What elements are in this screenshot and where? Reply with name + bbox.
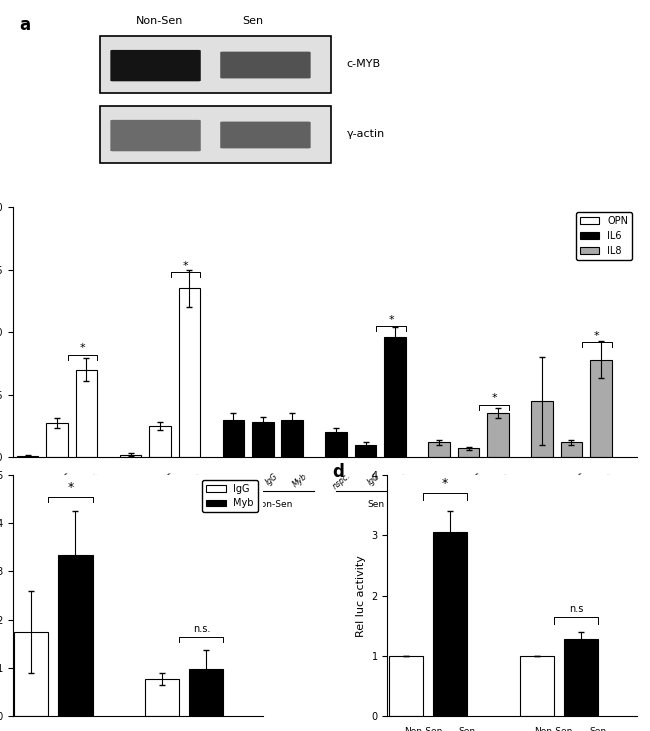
Text: nspc.: nspc. — [434, 471, 456, 491]
Text: IgG: IgG — [58, 471, 73, 487]
Bar — [281, 420, 303, 457]
Text: IgG: IgG — [161, 471, 177, 487]
Bar — [487, 414, 509, 457]
Text: nspc.: nspc. — [23, 471, 44, 491]
Text: c-MYB: c-MYB — [347, 59, 381, 69]
Text: *: * — [491, 393, 497, 404]
Bar — [58, 555, 92, 716]
Text: *: * — [388, 314, 394, 325]
Text: *: * — [183, 261, 188, 271]
Bar — [189, 669, 224, 716]
FancyBboxPatch shape — [100, 36, 332, 94]
Text: *: * — [68, 481, 73, 494]
Bar — [46, 423, 68, 457]
Text: IgG: IgG — [572, 471, 588, 487]
Bar — [389, 656, 423, 716]
Text: γ-actin: γ-actin — [347, 129, 385, 140]
Bar — [433, 532, 467, 716]
Bar — [149, 426, 171, 457]
Bar — [145, 678, 179, 716]
Text: Non-Sen: Non-Sen — [460, 499, 499, 509]
Bar — [326, 432, 347, 457]
Bar — [355, 444, 376, 457]
Bar — [531, 401, 552, 457]
Bar — [428, 442, 450, 457]
Bar — [564, 639, 598, 716]
Text: d: d — [333, 463, 344, 481]
Bar — [120, 455, 141, 457]
Bar — [519, 656, 554, 716]
Bar — [384, 337, 406, 457]
Text: Myb: Myb — [497, 471, 514, 488]
Bar — [458, 448, 479, 457]
Text: Myb: Myb — [599, 471, 618, 488]
Text: Myb: Myb — [393, 471, 411, 488]
Text: Myb: Myb — [85, 471, 103, 488]
Text: Non-Sen: Non-Sen — [534, 727, 573, 731]
Text: Myb: Myb — [188, 471, 206, 488]
Text: Myb: Myb — [291, 471, 309, 488]
Text: Sen: Sen — [242, 16, 264, 26]
Text: Non-Sen: Non-Sen — [136, 16, 183, 26]
Text: *: * — [80, 344, 85, 353]
Text: Non-Sen: Non-Sen — [49, 499, 87, 509]
Bar — [590, 360, 612, 457]
Text: *: * — [442, 477, 448, 490]
Text: nspc.: nspc. — [229, 471, 250, 491]
Text: Non-Sen: Non-Sen — [404, 727, 442, 731]
Text: n.s.: n.s. — [193, 624, 210, 635]
Text: nspc.: nspc. — [537, 471, 558, 491]
Bar — [14, 632, 49, 716]
Text: a: a — [20, 16, 31, 34]
Text: Sen: Sen — [368, 499, 385, 509]
Bar — [179, 289, 200, 457]
Bar — [75, 370, 98, 457]
FancyBboxPatch shape — [220, 121, 311, 148]
Legend: IgG, Myb: IgG, Myb — [202, 480, 258, 512]
Text: Sen: Sen — [590, 727, 606, 731]
Y-axis label: Rel luc activity: Rel luc activity — [356, 555, 366, 637]
Text: Sen: Sen — [162, 499, 179, 509]
FancyBboxPatch shape — [100, 105, 332, 163]
Text: nspc.: nspc. — [332, 471, 353, 491]
Bar — [252, 422, 274, 457]
Text: IgG: IgG — [469, 471, 485, 487]
Text: IgG: IgG — [264, 471, 280, 487]
Legend: OPN, IL6, IL8: OPN, IL6, IL8 — [576, 212, 632, 260]
Bar — [560, 442, 582, 457]
Text: Sen: Sen — [573, 499, 591, 509]
Bar — [223, 420, 244, 457]
Text: nspc.: nspc. — [125, 471, 147, 491]
Text: Non-Sen: Non-Sen — [254, 499, 292, 509]
Bar — [17, 456, 38, 457]
FancyBboxPatch shape — [220, 52, 311, 78]
Text: n.s: n.s — [569, 604, 583, 614]
FancyBboxPatch shape — [111, 120, 201, 151]
Text: Sen: Sen — [458, 727, 476, 731]
FancyBboxPatch shape — [111, 50, 201, 81]
Text: IgG: IgG — [367, 471, 382, 487]
Text: *: * — [594, 331, 600, 341]
